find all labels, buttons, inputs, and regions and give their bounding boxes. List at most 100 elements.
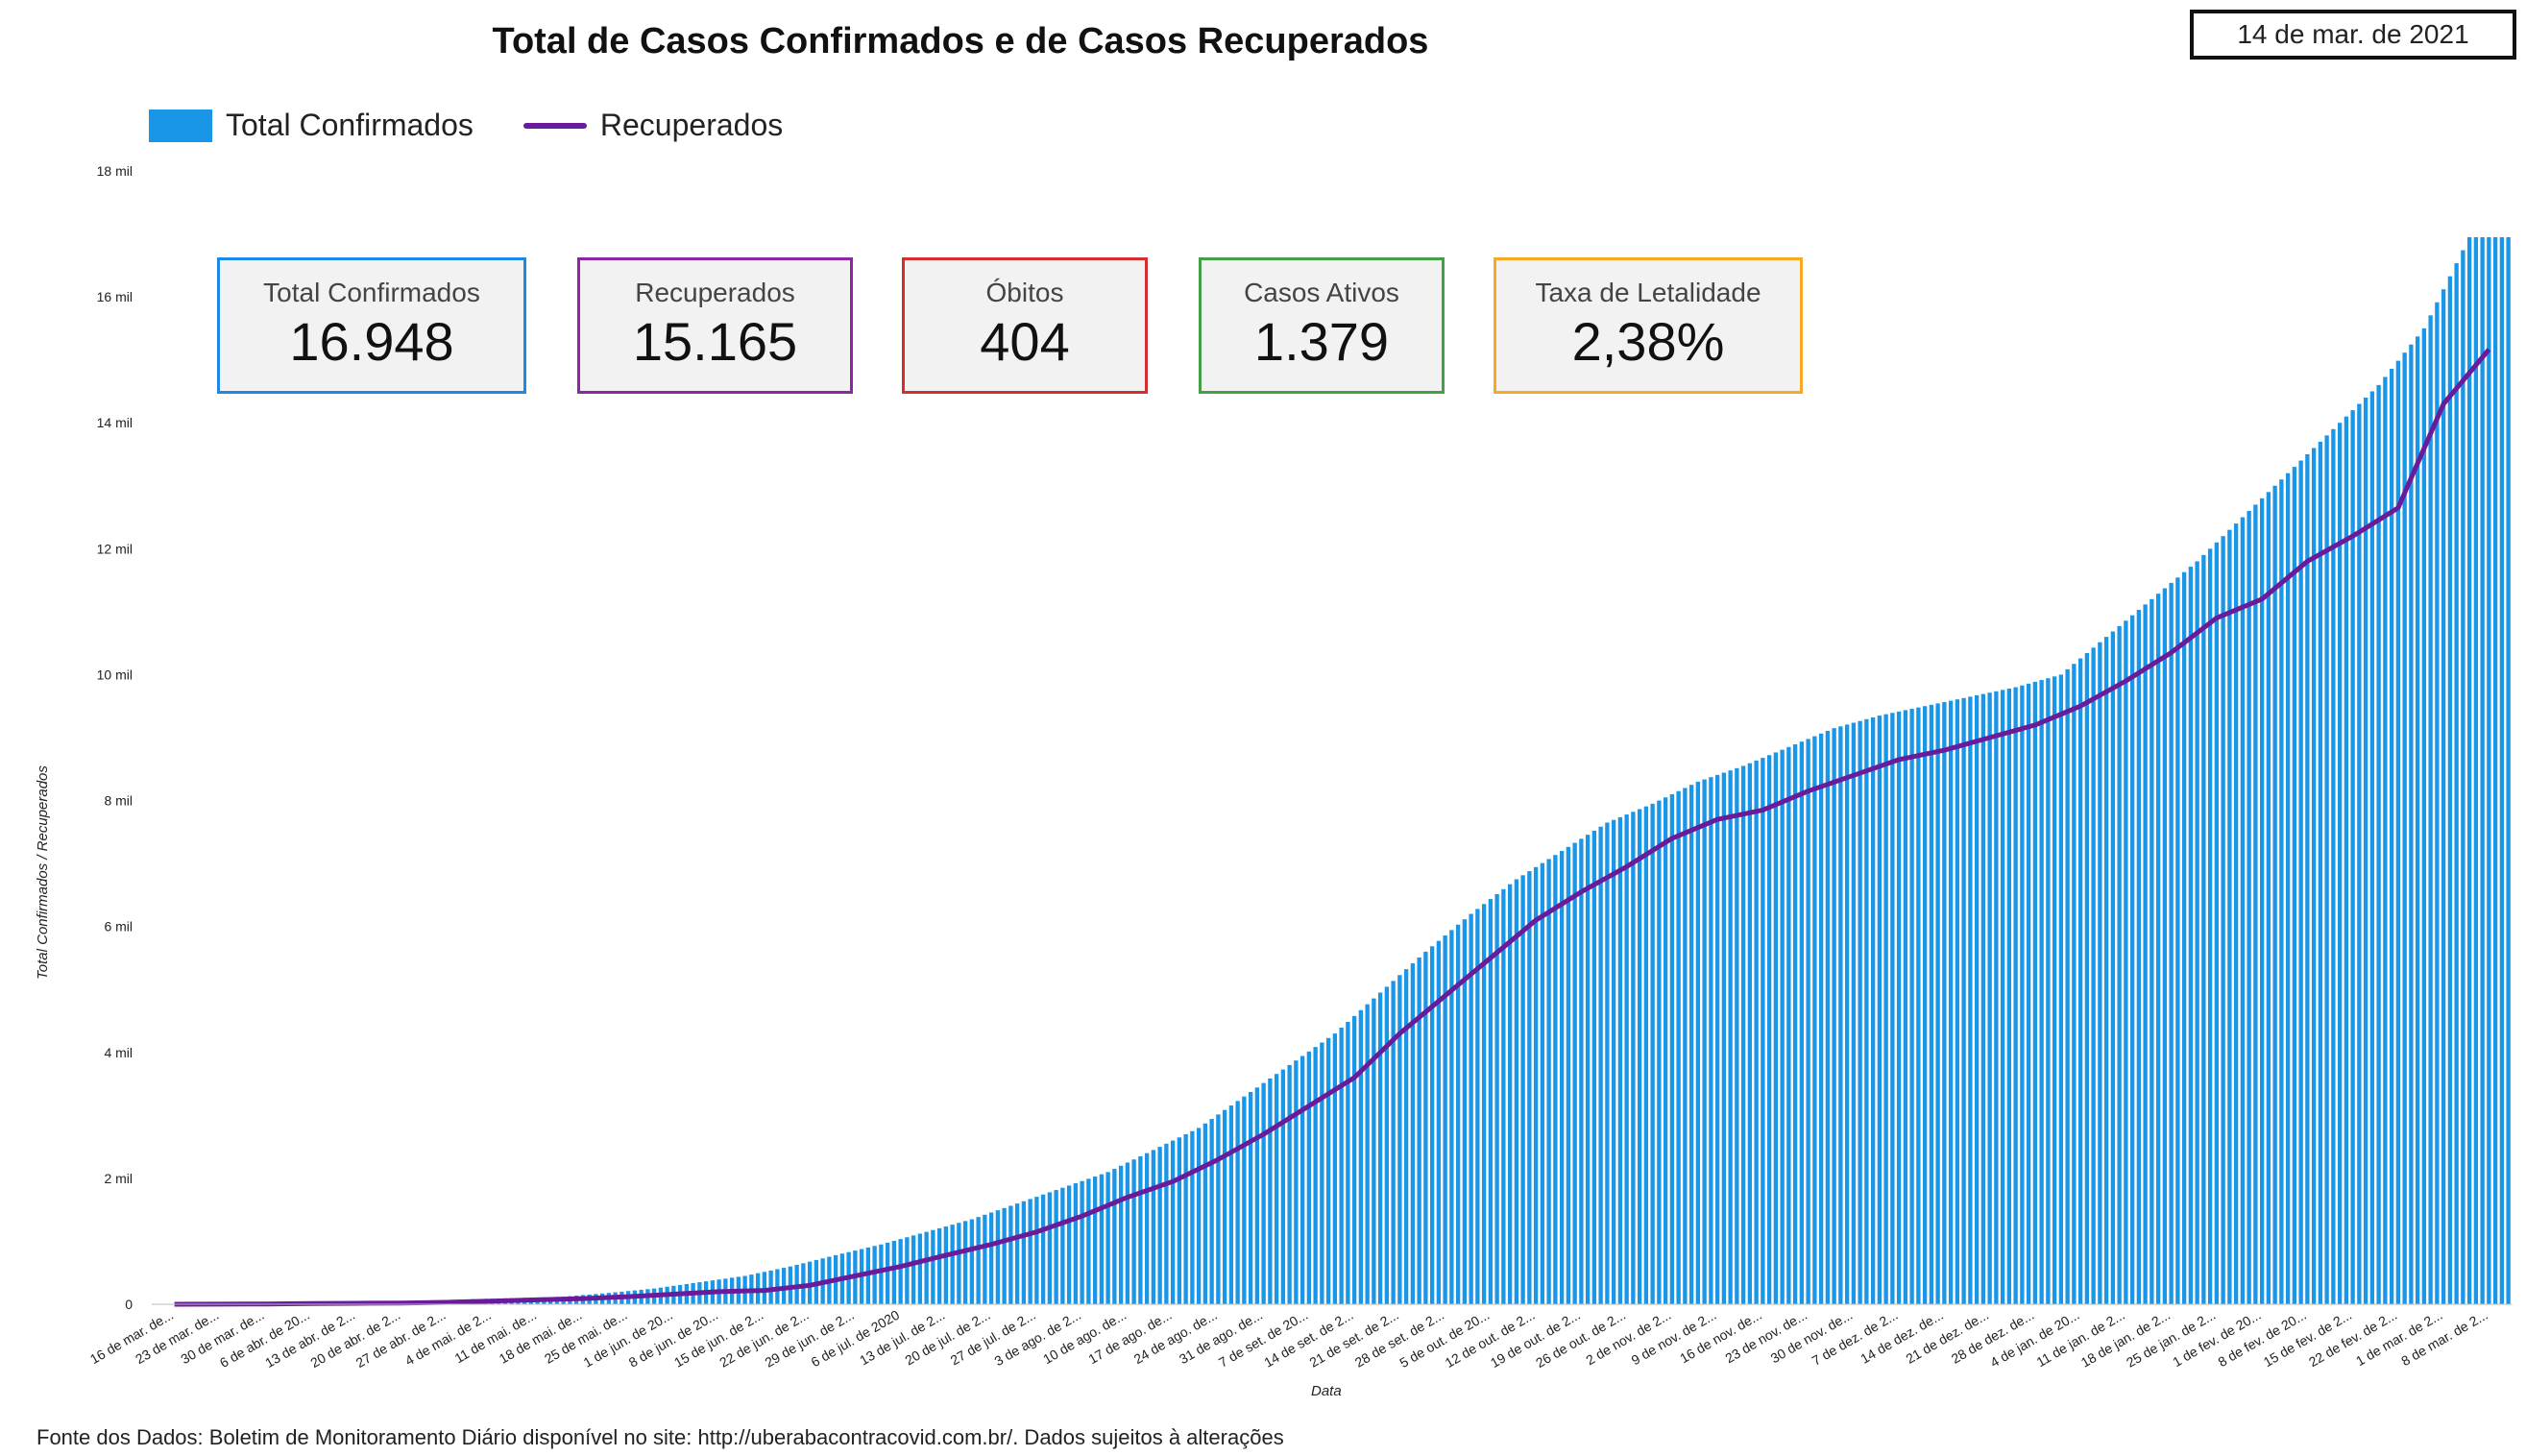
bar-confirmed — [1520, 875, 1525, 1304]
bar-confirmed — [1092, 1177, 1098, 1304]
bar-confirmed — [2324, 435, 2329, 1304]
bar-confirmed — [2039, 680, 2044, 1304]
bar-confirmed — [1669, 794, 1675, 1304]
bar-confirmed — [1890, 713, 1895, 1304]
bar-confirmed — [1021, 1201, 1027, 1304]
bar-confirmed — [1942, 702, 1947, 1304]
bar-confirmed — [1494, 893, 1499, 1304]
bar-confirmed — [2221, 536, 2225, 1304]
bar-confirmed — [1488, 899, 1494, 1304]
bar-confirmed — [2344, 416, 2349, 1305]
bar-confirmed — [2369, 391, 2375, 1304]
bar-confirmed — [1202, 1123, 1208, 1304]
bar-confirmed — [1883, 714, 1888, 1304]
bar-confirmed — [1637, 809, 1642, 1304]
bar-confirmed — [2207, 548, 2213, 1304]
bar-confirmed — [1118, 1165, 1124, 1304]
bar-confirmed — [969, 1219, 975, 1304]
bar-confirmed — [2046, 678, 2051, 1304]
bar-confirmed — [1832, 728, 1836, 1304]
bar-confirmed — [1372, 998, 1376, 1304]
bar-confirmed — [2480, 236, 2485, 1304]
bar-confirmed — [2136, 610, 2142, 1304]
bar-confirmed — [1235, 1101, 1240, 1304]
bar-confirmed — [1144, 1153, 1150, 1304]
bar-confirmed — [2000, 690, 2005, 1304]
bar-confirmed — [1196, 1128, 1202, 1304]
bar-confirmed — [1332, 1033, 1338, 1304]
bar-confirmed — [1339, 1028, 1344, 1304]
bar-confirmed — [1469, 913, 1473, 1304]
bar-confirmed — [2487, 236, 2491, 1304]
bar-confirmed — [1624, 814, 1629, 1304]
legend-swatch-line — [522, 122, 587, 129]
bar-confirmed — [1683, 788, 1688, 1304]
bar-confirmed — [2421, 328, 2427, 1304]
bar-confirmed — [1617, 816, 1623, 1304]
bar-confirmed — [1131, 1159, 1136, 1304]
bar-confirmed — [2331, 428, 2336, 1304]
bar-confirmed — [1313, 1047, 1318, 1304]
series-line-recovered — [174, 348, 2491, 1307]
bar-confirmed — [898, 1239, 903, 1304]
bar-confirmed — [1559, 851, 1565, 1304]
bar-confirmed — [2175, 577, 2180, 1304]
y-tick-label: 0 — [125, 1297, 133, 1312]
bar-confirmed — [1325, 1037, 1331, 1304]
bar-confirmed — [2272, 485, 2277, 1304]
bar-confirmed — [1566, 846, 1571, 1304]
bar-confirmed — [2337, 423, 2343, 1304]
bar-confirmed — [1922, 706, 1928, 1304]
legend-label-confirmed: Total Confirmados — [226, 108, 474, 142]
bar-confirmed — [1663, 797, 1668, 1304]
bar-confirmed — [917, 1233, 923, 1304]
bar-confirmed — [1740, 765, 1746, 1304]
bar-confirmed — [1657, 800, 1662, 1304]
bar-confirmed — [2162, 588, 2168, 1304]
bar-confirmed — [1410, 963, 1416, 1304]
bar-confirmed — [2441, 289, 2446, 1304]
bar-confirmed — [2124, 620, 2128, 1304]
bar-confirmed — [2129, 615, 2135, 1304]
bar-confirmed — [1299, 1056, 1305, 1304]
bar-confirmed — [1455, 924, 1461, 1304]
y-tick-label: 16 mil — [97, 289, 133, 304]
bar-confirmed — [2013, 687, 2018, 1304]
date-filter[interactable]: 14 de mar. de 2021 — [2190, 10, 2516, 60]
bar-confirmed — [891, 1240, 897, 1304]
bar-confirmed — [2065, 668, 2070, 1304]
bar-confirmed — [943, 1225, 949, 1304]
bar-confirmed — [1598, 826, 1603, 1304]
bar-confirmed — [1073, 1183, 1079, 1304]
bar-confirmed — [1935, 703, 1940, 1304]
bar-confirmed — [2247, 511, 2251, 1304]
bar-confirmed — [865, 1247, 871, 1304]
bar-confirmed — [1780, 749, 1785, 1304]
bar-confirmed — [2058, 674, 2064, 1304]
bar-confirmed — [1125, 1162, 1130, 1304]
legend-item-recovered[interactable]: Recuperados — [522, 108, 783, 143]
bar-confirmed — [1695, 781, 1701, 1304]
bar-confirmed — [1605, 822, 1610, 1304]
chart-legend: Total Confirmados Recuperados — [149, 108, 833, 143]
bar-confirmed — [2072, 664, 2077, 1304]
bar-confirmed — [1540, 862, 1545, 1304]
bar-confirmed — [1858, 720, 1862, 1304]
bar-confirmed — [1929, 704, 1934, 1304]
bar-confirmed — [1060, 1187, 1065, 1304]
bar-confirmed — [1384, 986, 1390, 1304]
bar-confirmed — [1080, 1180, 1084, 1304]
bar-confirmed — [1961, 697, 1966, 1304]
bar-confirmed — [1066, 1185, 1072, 1304]
bar-confirmed — [2311, 448, 2317, 1304]
bar-confirmed — [1728, 770, 1733, 1304]
bar-confirmed — [2233, 523, 2239, 1304]
legend-item-confirmed[interactable]: Total Confirmados — [149, 108, 474, 143]
bar-confirmed — [2117, 625, 2122, 1304]
bar-confirmed — [1391, 981, 1396, 1304]
bar-confirmed — [1475, 909, 1480, 1304]
bar-confirmed — [1216, 1114, 1221, 1304]
footer-source: Fonte dos Dados: Boletim de Monitorament… — [36, 1425, 1284, 1449]
bar-confirmed — [936, 1227, 942, 1304]
bar-confirmed — [1631, 812, 1636, 1304]
